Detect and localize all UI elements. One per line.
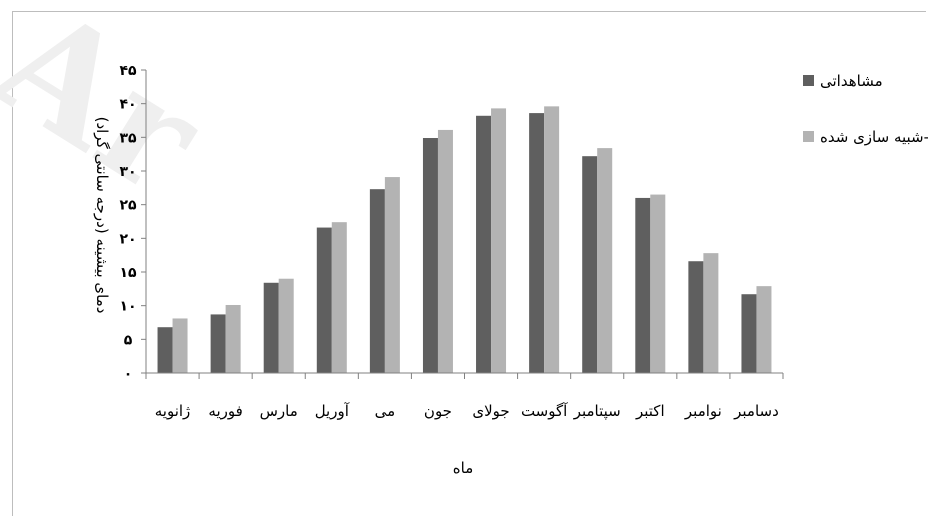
x-tick-label: دسامبر (733, 402, 779, 420)
chart-frame (12, 11, 926, 516)
y-tick-label: ۵ (124, 332, 133, 348)
bar-series-2 (491, 108, 507, 373)
bar-series-1 (157, 327, 173, 373)
x-tick-label: آگوست (521, 402, 568, 420)
x-tick-label: می (375, 402, 396, 420)
bar-series-1 (263, 282, 279, 373)
x-tick-label: مارس (260, 402, 298, 420)
bar-series-2 (544, 106, 560, 374)
legend: مشاهداتی شبیه سازی شده-NCEP (803, 72, 928, 146)
y-tick-label: ۲۵ (119, 198, 137, 214)
y-tick-label: ۳۰ (119, 164, 136, 180)
x-tick-label: نوامبر (684, 402, 722, 420)
y-tick-label: ۳۵ (119, 130, 137, 146)
bars-group (157, 106, 772, 374)
bar-series-1 (210, 314, 226, 373)
bar-series-2 (172, 318, 188, 373)
y-tick-label: ۴۰ (119, 97, 136, 113)
x-ticks-group: ژانویه فوریه مارس آوریل می جون جولای آگوست سپتام… (145, 373, 784, 421)
legend-swatch (803, 131, 814, 142)
y-ticks-group: ۰ ۵ ۱۰ ۱۵ ۲۰ ۲۵ ۳۰ ۳۵ ۴۰ ۴۵ (119, 63, 146, 382)
bar-series-1 (635, 197, 651, 373)
y-axis-title: دمای بیشینه (درجه سانتی گراد) (93, 117, 111, 314)
bar-series-2 (278, 278, 294, 373)
bar-series-1 (369, 189, 385, 373)
bar-series-2 (703, 253, 719, 373)
y-tick-label: ۱۵ (119, 265, 137, 281)
bar-series-1 (529, 113, 545, 374)
bar-series-1 (476, 115, 492, 373)
bar-series-1 (316, 227, 332, 373)
x-tick-label: اکتبر (635, 402, 665, 420)
y-tick-label: ۲۰ (119, 231, 136, 247)
x-tick-label: ژانویه (155, 402, 191, 420)
x-tick-label: جولای (472, 402, 509, 420)
y-tick-label: ۱۰ (119, 299, 136, 315)
x-tick-label: فوریه (208, 402, 242, 420)
y-tick-label: ۰ (124, 366, 133, 382)
bar-series-2 (331, 222, 347, 373)
x-axis-title: ماه (453, 459, 473, 477)
bar-series-2 (756, 286, 772, 373)
legend-label: مشاهداتی (820, 72, 883, 90)
bar-series-2 (650, 194, 666, 373)
bar-series-2 (597, 148, 613, 373)
bar-series-2 (437, 129, 453, 373)
x-tick-label: سپتامبر (573, 402, 621, 421)
bar-series-1 (582, 156, 598, 373)
bar-series-1 (688, 261, 704, 373)
y-tick-label: ۴۵ (119, 63, 137, 79)
legend-label: شبیه سازی شده-NCEP (820, 128, 928, 146)
x-tick-label: آوریل (315, 402, 350, 420)
x-tick-label: جون (424, 402, 452, 420)
bar-series-1 (741, 294, 757, 373)
bar-series-1 (422, 138, 438, 373)
bar-series-2 (225, 304, 241, 373)
legend-swatch (803, 75, 814, 86)
bar-series-2 (384, 177, 400, 373)
